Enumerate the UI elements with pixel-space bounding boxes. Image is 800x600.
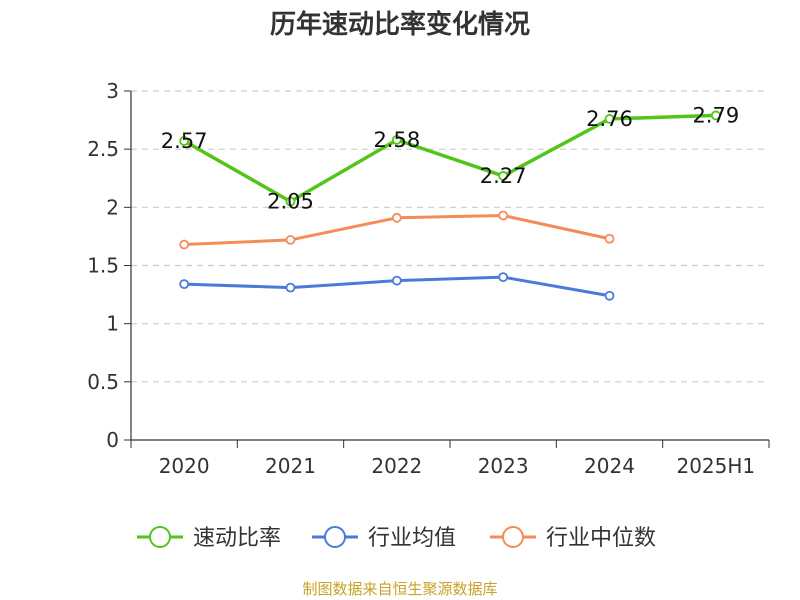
data-point[interactable] (179, 239, 190, 250)
data-point[interactable] (498, 210, 509, 221)
legend-marker (502, 526, 524, 548)
data-point[interactable] (179, 136, 190, 146)
data-label: 2.58 (373, 128, 420, 152)
x-tick-label: 2020 (159, 454, 210, 478)
y-tick-label: 0 (106, 428, 119, 452)
legend-item-0[interactable]: 速动比率 (137, 526, 281, 551)
data-point[interactable] (604, 114, 615, 124)
data-point[interactable] (285, 235, 296, 245)
x-tick-label: 2022 (371, 454, 422, 478)
data-point[interactable] (391, 275, 402, 286)
data-point[interactable] (710, 110, 721, 121)
x-tick-label: 2025H1 (676, 454, 755, 478)
y-tick-label: 0.5 (87, 370, 119, 394)
data-point[interactable] (391, 134, 402, 145)
data-point[interactable] (285, 196, 296, 207)
y-tick-label: 3 (106, 79, 119, 103)
data-point[interactable] (604, 233, 615, 244)
legend-item-2[interactable]: 行业中位数 (490, 526, 656, 551)
data-label: 2.76 (586, 107, 633, 131)
data-label: 2.05 (267, 190, 314, 214)
data-labels: 2.57 2.05 2.58 2.27 2.76 2.79 (161, 103, 739, 213)
series-lines (179, 110, 721, 301)
data-point[interactable] (498, 272, 509, 283)
legend-marker (149, 526, 171, 548)
legend-item-1[interactable]: 行业均值 (312, 526, 456, 551)
data-point[interactable] (498, 171, 509, 181)
chart-title: 历年速动比率变化情况 (270, 9, 530, 40)
legend-label: 行业均值 (368, 526, 456, 551)
legend-label: 行业中位数 (546, 526, 656, 551)
data-label: 2.57 (161, 129, 208, 153)
legend-marker (324, 526, 346, 548)
grid (131, 90, 769, 383)
source-note: 制图数据来自恒生聚源数据库 (302, 580, 497, 598)
y-tick-label: 2.5 (87, 137, 119, 161)
x-tick-label: 2024 (584, 454, 635, 478)
series-line-0 (183, 113, 716, 204)
data-label: 2.27 (480, 164, 527, 188)
y-tick-label: 2 (106, 195, 119, 219)
data-point[interactable] (179, 279, 190, 290)
y-tick-label: 1.5 (87, 254, 119, 278)
legend: 速动比率 行业均值 行业中位数 (137, 526, 656, 551)
x-tick-label: 2021 (265, 454, 316, 478)
legend-label: 速动比率 (193, 526, 281, 551)
data-point[interactable] (285, 282, 296, 293)
data-point[interactable] (604, 290, 615, 301)
y-tick-label: 1 (106, 312, 119, 336)
data-point[interactable] (391, 212, 402, 223)
x-tick-label: 2023 (478, 454, 529, 478)
data-label: 2.79 (692, 103, 739, 127)
axes: 0 0.5 1 1.5 2 2.5 3 2020 2021 2022 2023 2024 2025H1 (87, 79, 770, 478)
